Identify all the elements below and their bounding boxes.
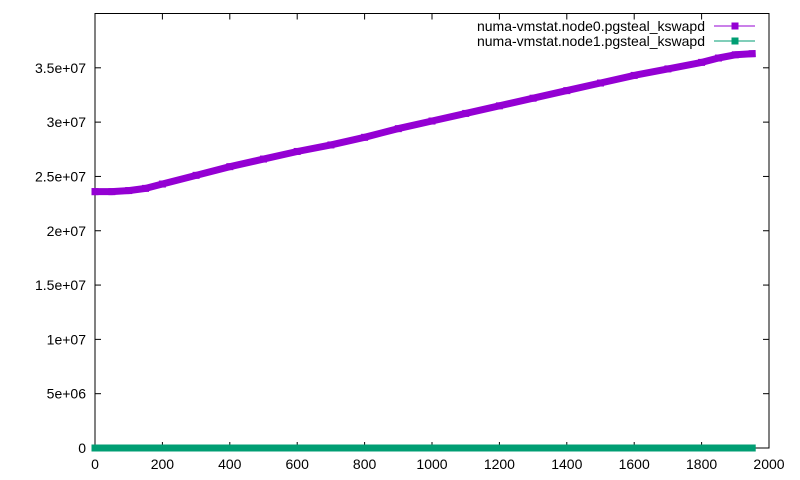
y-tick-label: 1.5e+07 <box>35 277 86 293</box>
data-point <box>597 79 604 87</box>
data-point <box>361 133 369 141</box>
series-0 <box>91 49 756 196</box>
y-tick-label: 5e+06 <box>47 386 87 402</box>
data-point <box>630 71 638 79</box>
data-point <box>714 54 722 62</box>
x-tick-label: 600 <box>286 456 310 472</box>
y-tick-label: 2.5e+07 <box>35 168 86 184</box>
data-point <box>462 109 470 117</box>
data-point <box>192 171 200 179</box>
series-layer <box>91 49 756 452</box>
x-tick-label: 1200 <box>484 456 515 472</box>
data-point <box>428 444 436 452</box>
data-point <box>260 155 267 163</box>
y-tick-label: 3e+07 <box>47 114 87 130</box>
data-point <box>529 94 537 102</box>
x-tick-label: 400 <box>218 456 242 472</box>
data-point <box>226 163 234 171</box>
data-point <box>327 141 335 149</box>
legend-label: numa-vmstat.node0.pgsteal_kswapd <box>477 18 705 34</box>
data-point <box>597 444 604 452</box>
data-point <box>260 444 267 452</box>
data-point <box>394 125 402 133</box>
data-point <box>293 147 301 155</box>
y-tick-label: 2e+07 <box>47 223 87 239</box>
x-tick-label: 800 <box>353 456 377 472</box>
y-tick-label: 0 <box>78 440 86 456</box>
legend-marker <box>731 22 739 30</box>
data-point <box>748 50 756 58</box>
legend-marker <box>731 37 739 45</box>
x-tick-label: 1800 <box>686 456 717 472</box>
x-tick-label: 1000 <box>416 456 447 472</box>
data-point <box>91 444 99 452</box>
data-point <box>142 184 150 192</box>
x-tick-label: 2000 <box>753 456 784 472</box>
axis-ticks: 0 200 400 600 800 1000 1200 1400 1600 1800 2000 0 5e… <box>35 13 785 472</box>
data-point <box>108 188 116 196</box>
x-tick-label: 200 <box>151 456 175 472</box>
data-point <box>563 87 571 95</box>
data-point <box>495 102 503 110</box>
series-line <box>91 49 756 196</box>
x-tick-label: 1600 <box>619 456 650 472</box>
x-tick-label: 0 <box>91 456 99 472</box>
data-point <box>428 117 436 125</box>
series-1 <box>91 444 756 452</box>
y-tick-label: 1e+07 <box>47 331 87 347</box>
data-point <box>698 58 706 66</box>
data-point <box>91 188 99 196</box>
data-point <box>158 180 166 188</box>
plot-frame <box>94 13 770 449</box>
data-point <box>748 444 756 452</box>
y-tick-label: 3.5e+07 <box>35 60 86 76</box>
legend: numa-vmstat.node0.pgsteal_kswapdnuma-vms… <box>477 18 755 49</box>
x-tick-label: 1400 <box>551 456 582 472</box>
data-point <box>664 65 672 73</box>
legend-label: numa-vmstat.node1.pgsteal_kswapd <box>477 33 705 49</box>
data-point <box>731 51 739 59</box>
data-point <box>125 187 133 195</box>
